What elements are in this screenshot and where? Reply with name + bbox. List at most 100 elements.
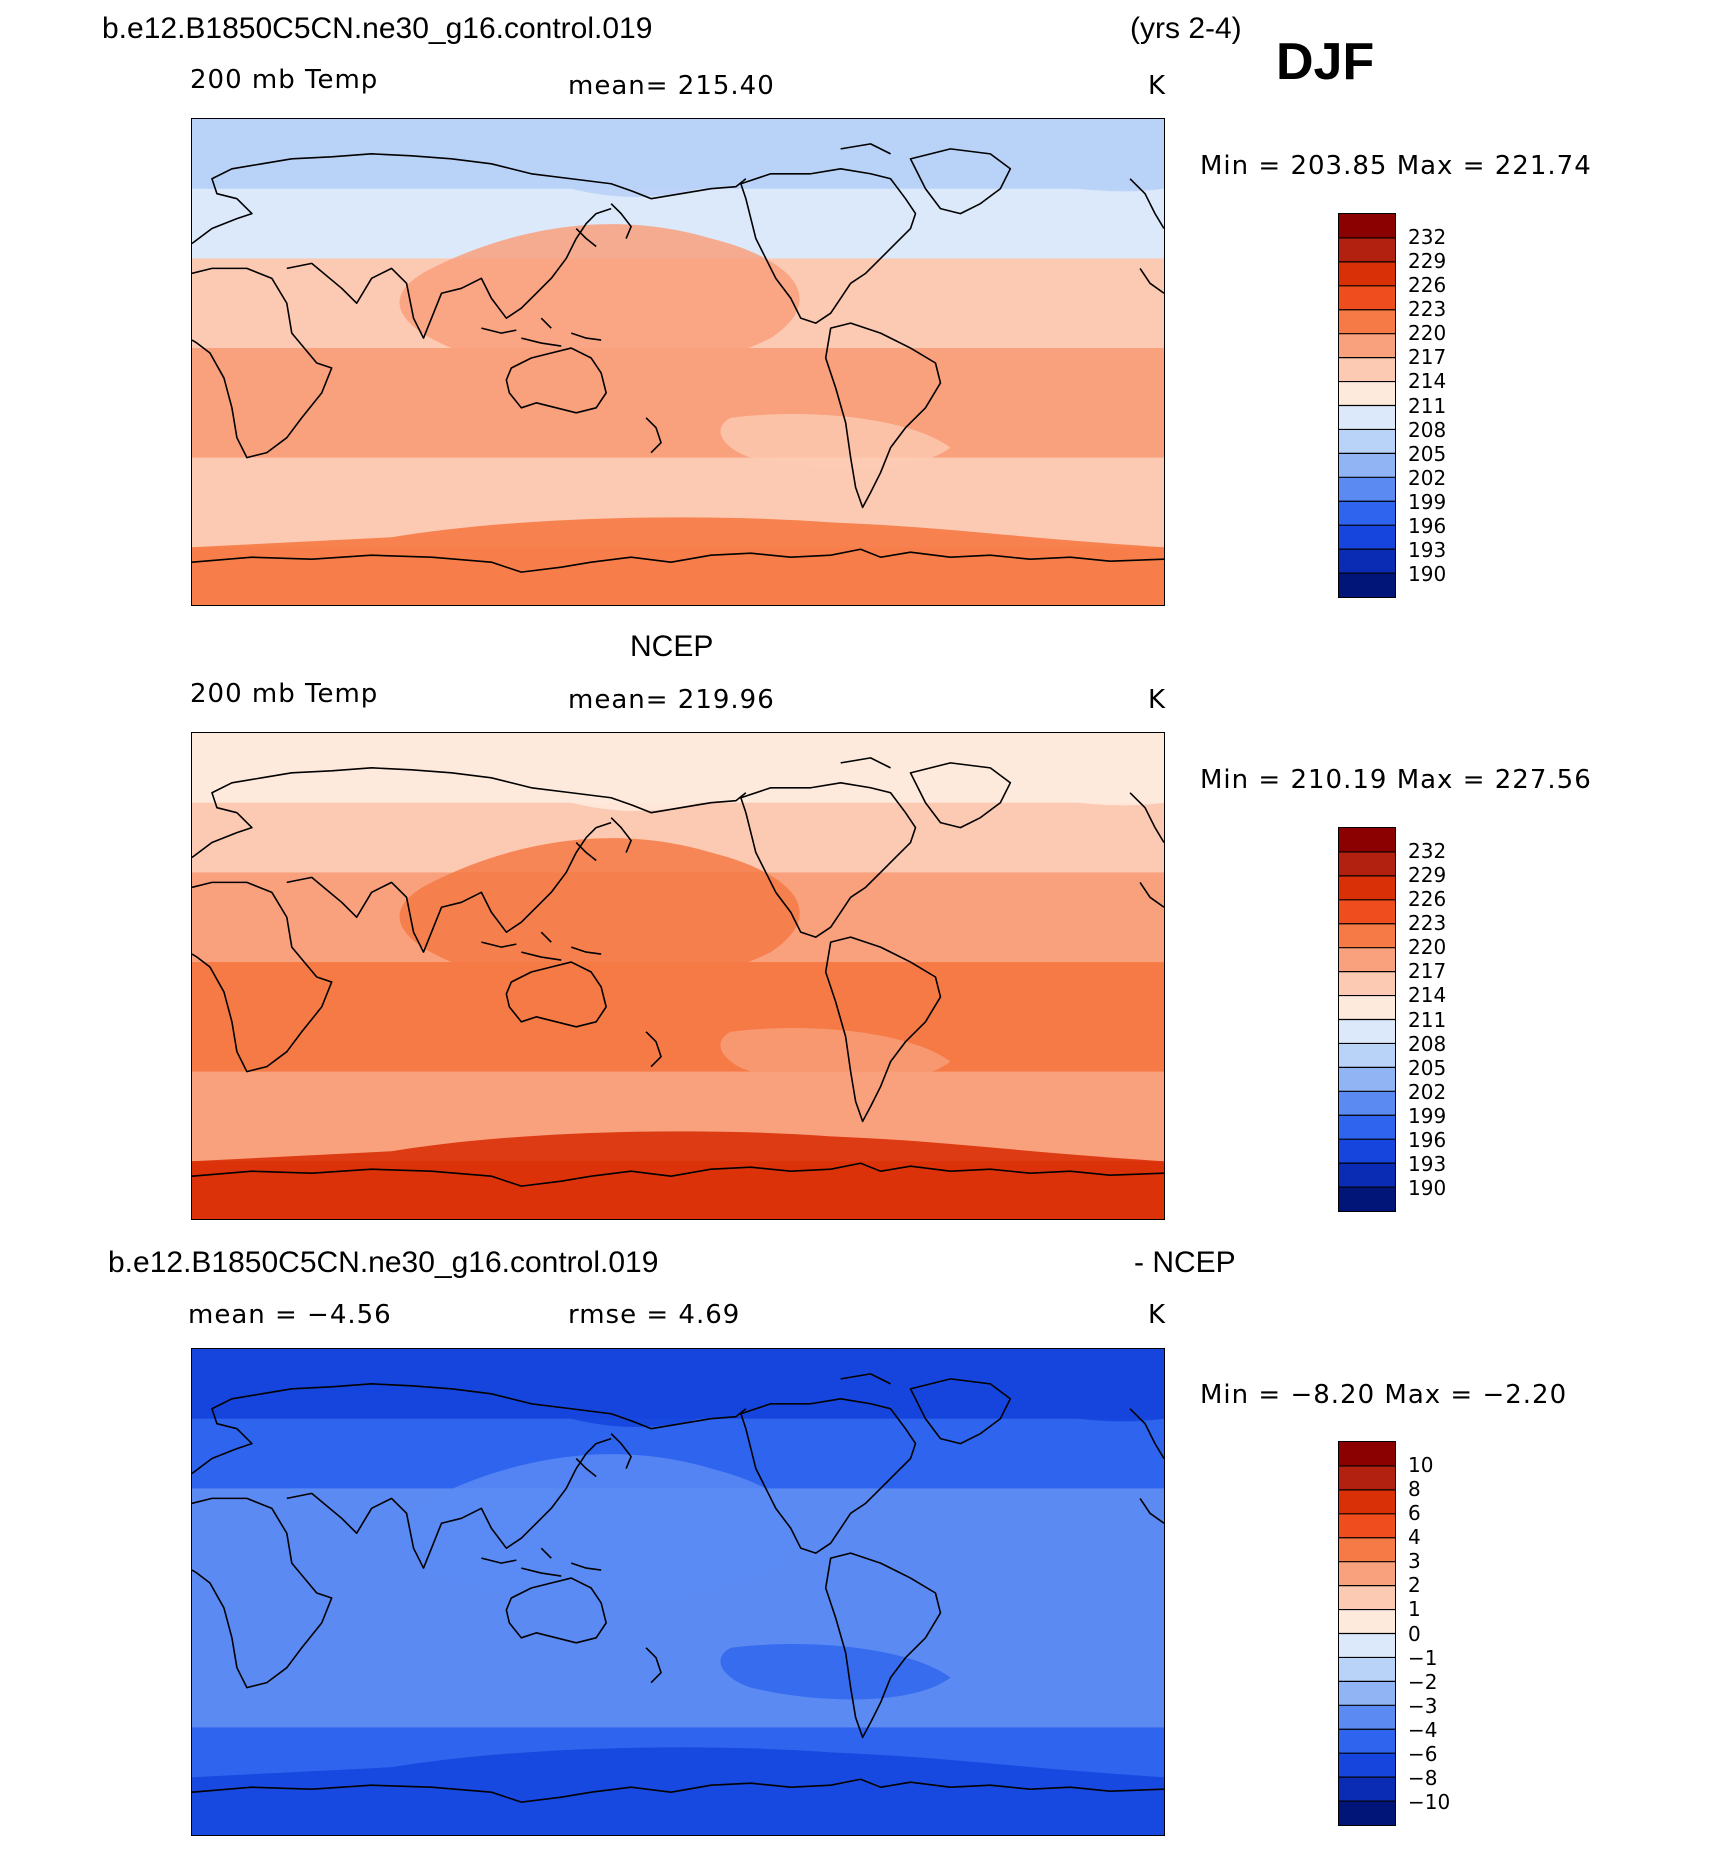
colorbar-swatch: [1339, 214, 1395, 239]
colorbar-swatch: [1339, 1115, 1395, 1140]
colorbar-tick-label: 226: [1408, 887, 1447, 912]
coastline: [192, 1778, 1164, 1803]
field-blob: [399, 224, 800, 374]
coastline: [192, 1497, 333, 1689]
panel3-title-right: - NCEP: [1134, 1246, 1236, 1279]
field-blob: [399, 838, 800, 988]
colorbar-tick-label: 211: [1408, 393, 1447, 418]
colorbar-swatch: [1339, 899, 1395, 925]
colorbar-swatch: [1339, 1513, 1395, 1539]
colorbar-tick-label: 220: [1408, 935, 1447, 960]
colorbar-tick-label: 232: [1408, 839, 1447, 864]
field-blob: [720, 1028, 951, 1084]
colorbar-swatch: [1339, 1465, 1395, 1491]
coastline: [286, 207, 612, 339]
colorbar-tick-label: 232: [1408, 225, 1447, 250]
colorbar-swatch: [1339, 549, 1395, 574]
coastline: [740, 1397, 917, 1554]
colorbar-tick-label: 199: [1408, 1103, 1447, 1128]
colorbar-tick-label: 202: [1408, 465, 1447, 490]
panel2-colorbar: [1338, 827, 1396, 1212]
panel3-map: [191, 1348, 1165, 1836]
colorbar-tick-label: 193: [1408, 537, 1447, 562]
colorbar-swatch: [1339, 971, 1395, 997]
field-blob: [192, 1349, 751, 1427]
colorbar-swatch: [1339, 1753, 1395, 1778]
colorbar-tick-label: 4: [1408, 1525, 1421, 1550]
colorbar-swatch: [1339, 381, 1395, 406]
colorbar-swatch: [1339, 995, 1395, 1020]
colorbar-tick-label: 190: [1408, 561, 1447, 586]
colorbar-swatch: [1339, 1561, 1395, 1587]
coastline: [840, 143, 1012, 215]
coastline: [481, 1547, 602, 1577]
colorbar-tick-label: −1: [1408, 1645, 1438, 1670]
coastline: [575, 1433, 632, 1478]
colorbar-swatch: [1339, 1681, 1395, 1706]
panel2-mean: mean= 219.96: [568, 685, 775, 715]
colorbar-swatch: [1339, 1139, 1395, 1164]
colorbar-swatch: [1339, 501, 1395, 526]
colorbar-tick-label: −10: [1408, 1789, 1451, 1814]
field-blob: [399, 1454, 800, 1604]
colorbar-swatch: [1339, 1067, 1395, 1092]
panel1-variable: 200 mb Temp: [190, 65, 379, 95]
colorbar-swatch: [1339, 875, 1395, 901]
coastline: [481, 931, 602, 961]
coastline: [192, 153, 747, 245]
coastline: [575, 203, 632, 248]
coastline: [575, 817, 632, 862]
colorbar-swatch: [1339, 1442, 1395, 1467]
colorbar-tick-label: 196: [1408, 1127, 1447, 1152]
years-label: (yrs 2-4): [1130, 12, 1242, 45]
colorbar-tick-label: −8: [1408, 1765, 1438, 1790]
colorbar-tick-label: −4: [1408, 1717, 1438, 1742]
colorbar-swatch: [1339, 573, 1395, 597]
colorbar-tick-label: −6: [1408, 1741, 1438, 1766]
colorbar-tick-label: 0: [1408, 1621, 1421, 1646]
coastline: [1129, 1408, 1164, 1524]
colorbar-swatch: [1339, 285, 1395, 311]
panel1-map: [191, 118, 1165, 606]
colorbar-tick-label: 3: [1408, 1549, 1421, 1574]
colorbar-tick-label: 202: [1408, 1079, 1447, 1104]
colorbar-swatch: [1339, 947, 1395, 973]
colorbar-swatch: [1339, 405, 1395, 430]
colorbar-tick-label: −2: [1408, 1669, 1438, 1694]
colorbar-tick-label: 8: [1408, 1477, 1421, 1502]
coastline: [505, 961, 607, 1028]
panel1-units: K: [1148, 71, 1167, 101]
colorbar-swatch: [1339, 429, 1395, 454]
panel2-map: [191, 732, 1165, 1220]
panel2-variable: 200 mb Temp: [190, 679, 379, 709]
field-band: [192, 1687, 1164, 1729]
coastline: [286, 1437, 612, 1569]
colorbar-swatch: [1339, 453, 1395, 478]
coastline: [192, 548, 1164, 573]
field-blob: [720, 1644, 951, 1700]
colorbar-swatch: [1339, 1585, 1395, 1611]
field-blob: [890, 733, 1164, 806]
panel3-rmse: rmse = 4.69: [568, 1300, 741, 1330]
colorbar-tick-label: 205: [1408, 441, 1447, 466]
field-blob: [192, 119, 751, 197]
coastline: [481, 317, 602, 347]
colorbar-tick-label: 214: [1408, 983, 1447, 1008]
field-band: [192, 457, 1164, 499]
field-band: [192, 1071, 1164, 1113]
coastline: [840, 1373, 1012, 1445]
coastline: [645, 1031, 662, 1068]
colorbar-tick-label: 1: [1408, 1597, 1421, 1622]
coastline: [505, 347, 607, 414]
colorbar-swatch: [1339, 923, 1395, 949]
colorbar-swatch: [1339, 1609, 1395, 1634]
colorbar-swatch: [1339, 1091, 1395, 1116]
colorbar-swatch: [1339, 333, 1395, 359]
panel3-colorbar: [1338, 1441, 1396, 1826]
colorbar-swatch: [1339, 1489, 1395, 1515]
colorbar-swatch: [1339, 309, 1395, 335]
colorbar-tick-label: 208: [1408, 1031, 1447, 1056]
colorbar-swatch: [1339, 1705, 1395, 1730]
panel3-units: K: [1148, 1300, 1167, 1330]
field-blob: [890, 1349, 1164, 1422]
